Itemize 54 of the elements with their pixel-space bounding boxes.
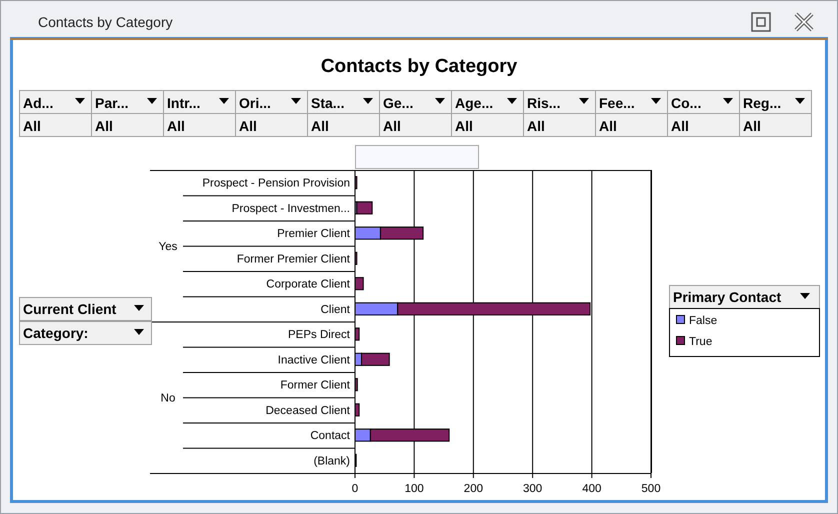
y-tick-label: Deceased Client (266, 404, 351, 417)
chart-title: Contacts by Category (320, 56, 518, 77)
text: Fee... (599, 95, 635, 111)
y-tick-label: Premier Client (277, 228, 351, 240)
legend-title: Primary Contact (673, 289, 782, 305)
y-tick-label: PEPs Direct (288, 329, 351, 342)
x-tick-label: 400 (582, 483, 602, 495)
y-tick-label: Prospect - Pension Provision (202, 178, 350, 190)
x-tick-label: 100 (404, 483, 424, 495)
y-tick-label: Prospect - Investmen... (232, 202, 350, 215)
text: All (671, 118, 689, 134)
text: Intr... (167, 95, 200, 111)
y-tick-label: Former Client (280, 380, 351, 392)
text: All (95, 118, 113, 134)
text: All (599, 118, 617, 134)
text: All (311, 118, 329, 134)
text: Sta... (311, 95, 344, 111)
text: Par... (95, 95, 128, 111)
bar (354, 378, 358, 392)
x-tick-label: 300 (523, 483, 542, 495)
x-tick-label: 200 (464, 483, 483, 495)
text: Ris... (527, 95, 560, 111)
text: All (383, 118, 401, 134)
y-tick-label: Corporate Client (266, 278, 351, 291)
y-tick-label: Contact (310, 430, 351, 442)
text: Ori... (239, 95, 271, 111)
y-tick-label: Inactive Client (278, 354, 351, 366)
legend-label: False (689, 315, 718, 327)
text: Current Client (23, 301, 117, 317)
x-tick-label: 0 (352, 483, 358, 495)
y-tick-label: (Blank) (314, 455, 350, 468)
bar (354, 328, 360, 341)
text: Category: (23, 325, 88, 341)
text: Ad... (23, 95, 54, 111)
text: Age... (455, 95, 494, 111)
text: No (160, 392, 176, 404)
text: Contacts by Category (38, 14, 173, 30)
text: Reg... (743, 95, 782, 111)
text: All (167, 118, 185, 134)
legend-label: True (689, 336, 712, 348)
text: All (527, 118, 545, 134)
text: All (239, 118, 257, 134)
y-tick-label: Client (320, 304, 351, 316)
text: Co... (671, 95, 702, 111)
text: All (743, 118, 761, 134)
text: Yes (158, 240, 178, 253)
bar (356, 201, 373, 214)
text: All (23, 118, 41, 134)
y-tick-label: Former Premier Client (236, 253, 351, 266)
text: Ge... (383, 95, 414, 111)
bar (354, 403, 360, 416)
text: All (455, 118, 473, 134)
bar (354, 277, 364, 290)
x-tick-label: 500 (641, 483, 661, 495)
